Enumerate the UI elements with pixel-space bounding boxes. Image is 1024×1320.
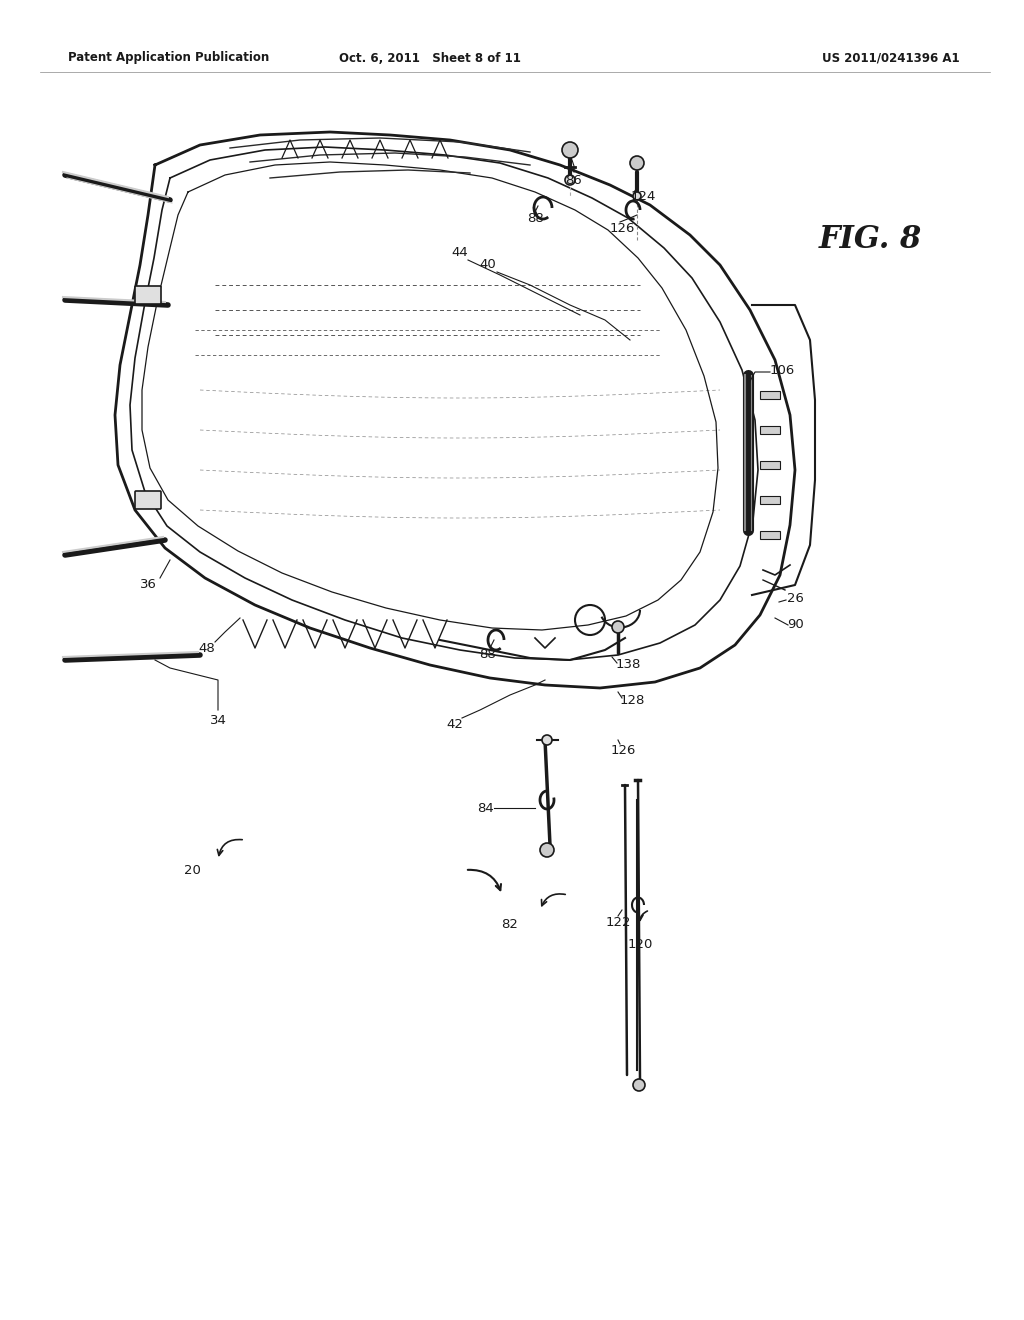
Text: 120: 120 xyxy=(628,939,652,952)
Text: 124: 124 xyxy=(631,190,655,202)
FancyBboxPatch shape xyxy=(135,491,161,510)
Text: 20: 20 xyxy=(183,863,201,876)
Text: US 2011/0241396 A1: US 2011/0241396 A1 xyxy=(822,51,961,65)
Text: FIG. 8: FIG. 8 xyxy=(818,224,922,256)
Bar xyxy=(760,531,780,539)
Text: 48: 48 xyxy=(199,642,215,655)
FancyBboxPatch shape xyxy=(135,286,161,304)
Text: 122: 122 xyxy=(605,916,631,928)
Text: Patent Application Publication: Patent Application Publication xyxy=(68,51,269,65)
Text: 34: 34 xyxy=(210,714,226,726)
Text: 42: 42 xyxy=(446,718,464,731)
Bar xyxy=(760,496,780,504)
Text: Oct. 6, 2011   Sheet 8 of 11: Oct. 6, 2011 Sheet 8 of 11 xyxy=(339,51,521,65)
Circle shape xyxy=(542,735,552,744)
Circle shape xyxy=(562,143,578,158)
Bar xyxy=(760,391,780,399)
Bar xyxy=(760,461,780,469)
Text: 128: 128 xyxy=(620,693,645,706)
Text: 40: 40 xyxy=(479,259,497,272)
Text: 88: 88 xyxy=(526,211,544,224)
Circle shape xyxy=(540,843,554,857)
Circle shape xyxy=(630,156,644,170)
Text: 84: 84 xyxy=(476,801,494,814)
Text: 90: 90 xyxy=(786,619,804,631)
Text: 82: 82 xyxy=(502,919,518,932)
Text: 26: 26 xyxy=(786,591,804,605)
Text: 36: 36 xyxy=(139,578,157,591)
Circle shape xyxy=(633,1078,645,1092)
Circle shape xyxy=(565,176,575,185)
Bar xyxy=(760,426,780,434)
Circle shape xyxy=(633,191,641,201)
Circle shape xyxy=(612,620,624,634)
Text: 88: 88 xyxy=(479,648,497,661)
Text: 138: 138 xyxy=(615,659,641,672)
Text: 126: 126 xyxy=(610,743,636,756)
Text: 126: 126 xyxy=(609,222,635,235)
Text: 44: 44 xyxy=(452,246,468,259)
Text: 106: 106 xyxy=(769,363,795,376)
Text: 86: 86 xyxy=(564,173,582,186)
